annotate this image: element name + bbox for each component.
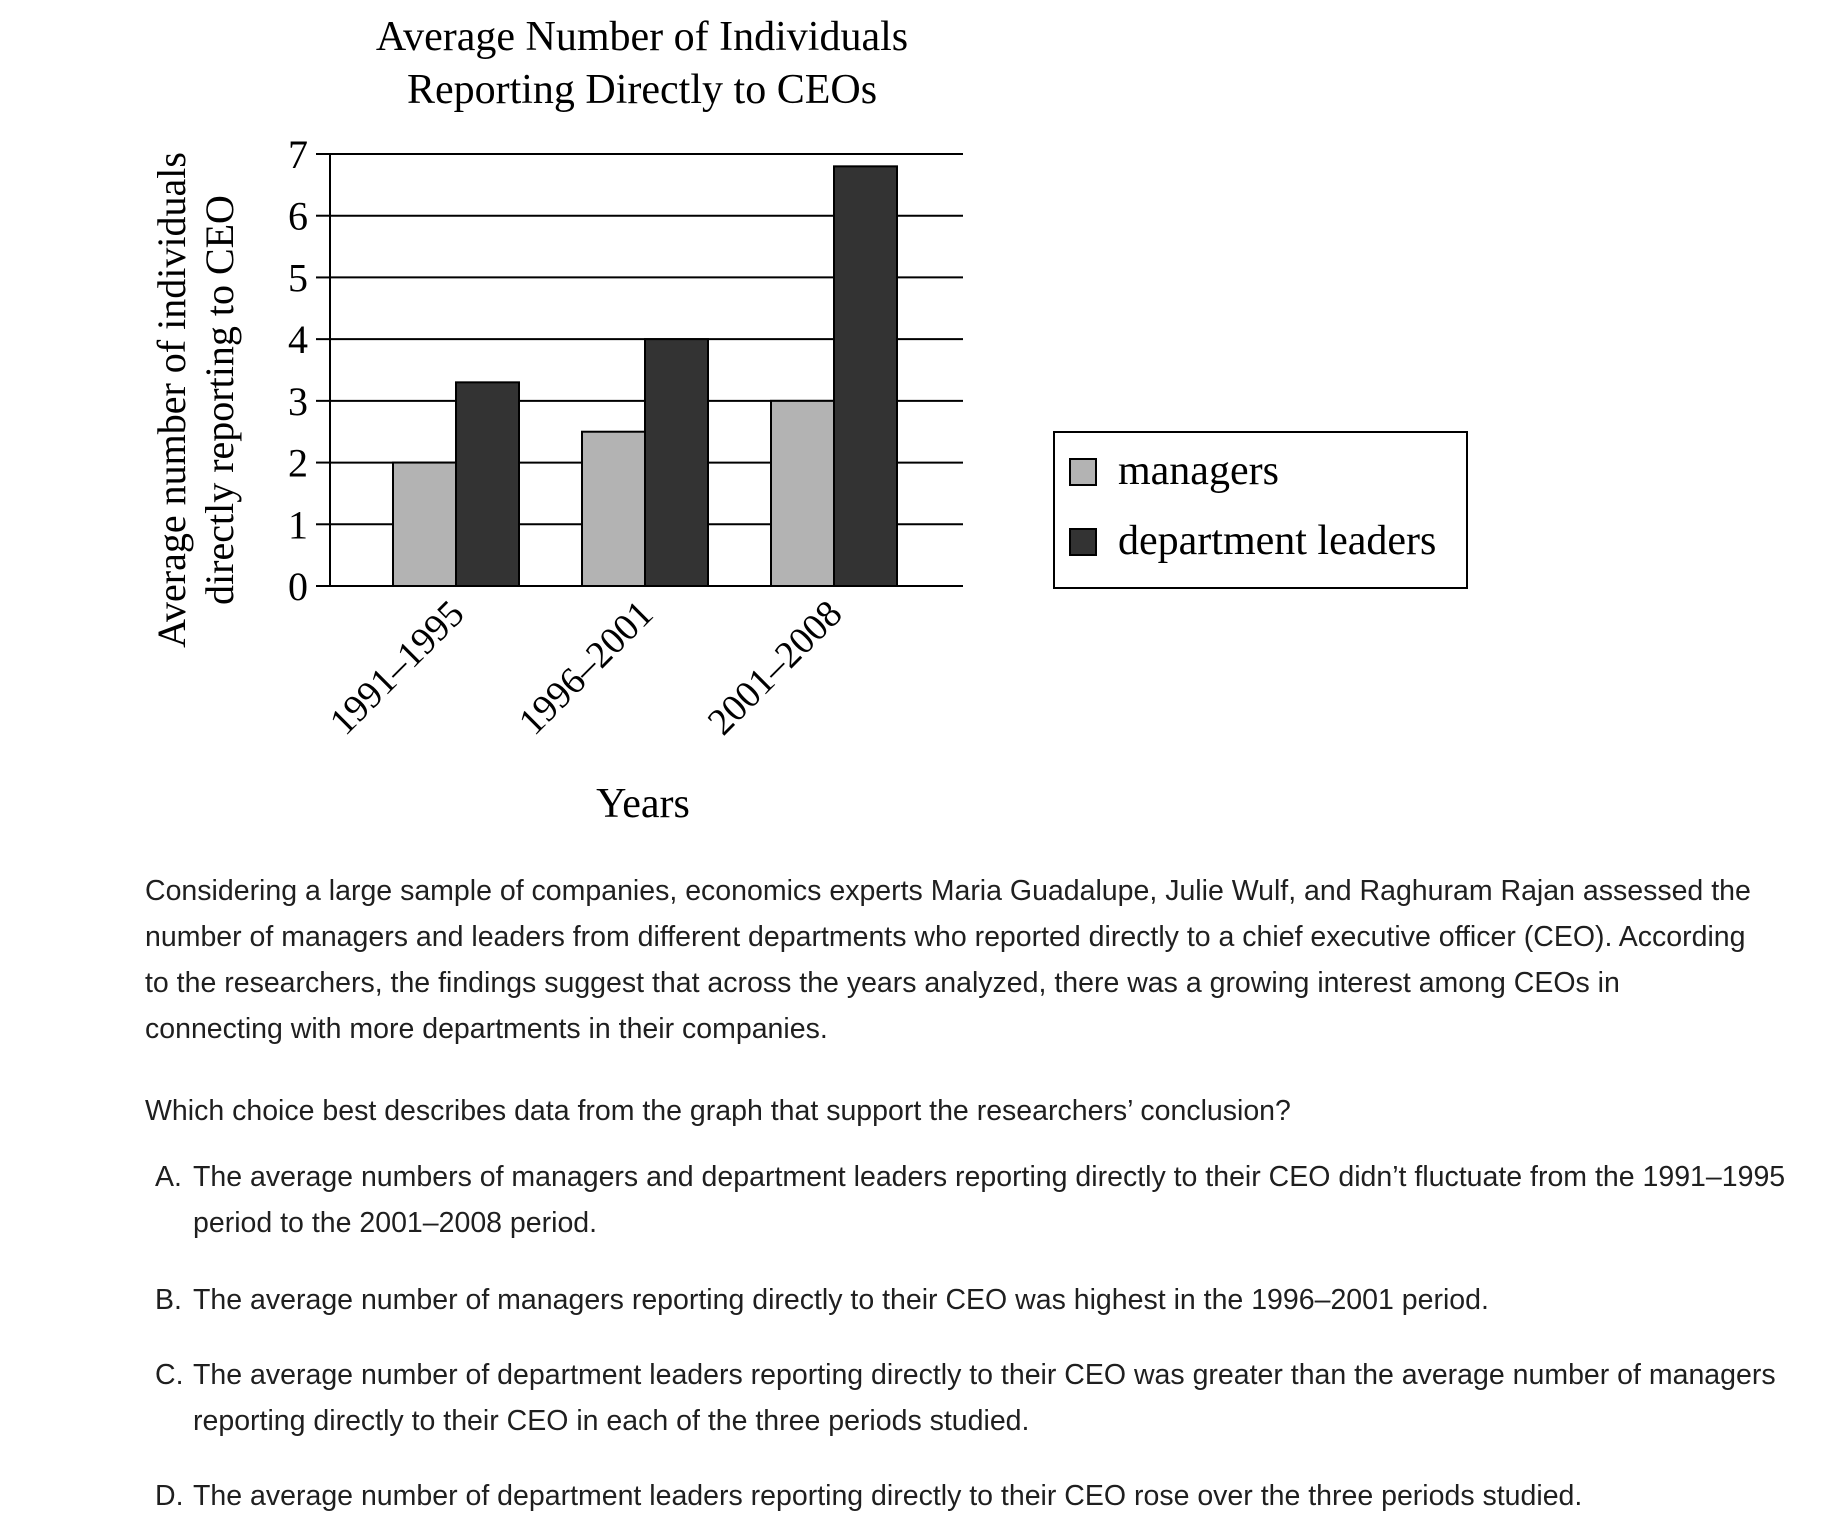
choice-a[interactable]: A. The average numbers of managers and d… [155, 1154, 1795, 1246]
choice-c[interactable]: C. The average number of department lead… [155, 1352, 1795, 1444]
choice-a-text: The average numbers of managers and depa… [193, 1161, 1786, 1239]
legend-swatch-managers [1069, 458, 1097, 486]
choice-d-letter: D. [155, 1480, 184, 1512]
choice-b[interactable]: B. The average number of managers report… [155, 1277, 1795, 1323]
bar-department-leaders-1 [455, 381, 520, 588]
x-tick-label: 1996–2001 [511, 593, 662, 744]
x-axis-label: Years [596, 781, 690, 827]
y-tick-label: 0 [288, 564, 308, 609]
passage-text: Considering a large sample of companies,… [145, 875, 1751, 1045]
bar-department-leaders-3 [833, 165, 898, 587]
legend-swatch-department-leaders [1069, 528, 1097, 556]
choice-a-letter: A. [155, 1161, 182, 1193]
y-tick-label: 2 [288, 441, 308, 486]
bar-department-leaders-2 [644, 338, 709, 587]
y-tick-label: 4 [288, 317, 308, 362]
legend-box [1053, 431, 1468, 589]
legend-label-managers: managers [1118, 448, 1279, 494]
choice-d[interactable]: D. The average number of department lead… [155, 1473, 1795, 1519]
choice-b-text: The average number of managers reporting… [193, 1284, 1489, 1316]
y-tick-label: 3 [288, 379, 308, 424]
choice-c-text: The average number of department leaders… [193, 1359, 1776, 1437]
x-tick-label: 1991–1995 [322, 593, 473, 744]
y-tick-label: 7 [288, 132, 308, 177]
y-axis-label-line-1: Average number of individuals [149, 152, 194, 648]
y-tick-label: 6 [288, 194, 308, 239]
bar-managers-2 [581, 430, 646, 588]
bar-managers-1 [392, 461, 457, 588]
choice-d-text: The average number of department leaders… [193, 1480, 1583, 1512]
y-tick-label: 1 [288, 502, 308, 547]
chart-title-line-2: Reporting Directly to CEOs [407, 67, 877, 113]
y-tick-label: 5 [288, 255, 308, 300]
choice-b-letter: B. [155, 1284, 182, 1316]
chart-title-line-1: Average Number of Individuals [376, 14, 908, 60]
choice-c-letter: C. [155, 1359, 184, 1391]
question-text: Which choice best describes data from th… [145, 1095, 1291, 1127]
y-axis-label-line-2: directly reporting to CEO [197, 195, 242, 605]
bar-managers-3 [770, 399, 835, 587]
legend-label-department-leaders: department leaders [1118, 518, 1436, 564]
bar-chart: Average Number of Individuals Reporting … [149, 14, 1468, 827]
x-tick-label: 2001–2008 [700, 593, 851, 744]
